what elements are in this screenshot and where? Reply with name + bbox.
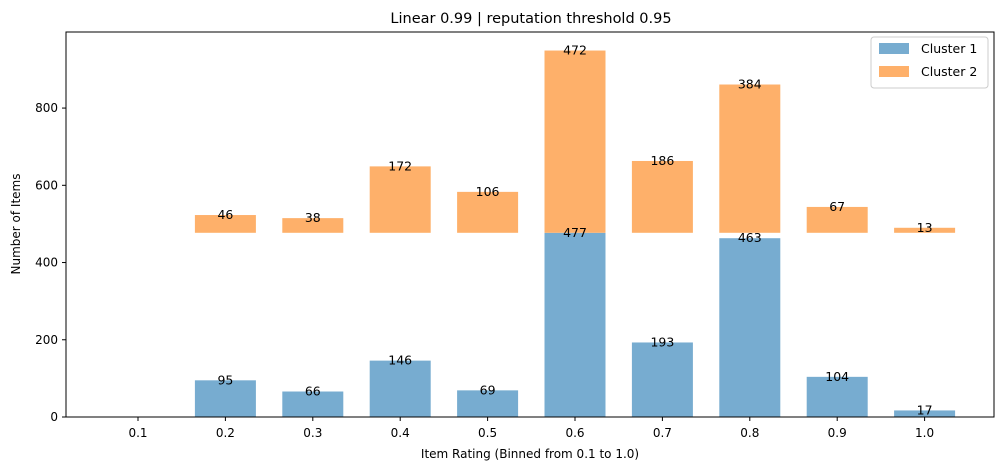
bar-cluster-2-0.3 (282, 218, 344, 233)
x-tick-label: 0.5 (478, 426, 497, 440)
bar-cluster-1-0.4 (369, 360, 431, 417)
cluster-2-bars (194, 50, 956, 233)
x-tick-label: 1.0 (915, 426, 934, 440)
x-tick-label: 0.9 (828, 426, 847, 440)
bar-cluster-2-0.2 (194, 215, 256, 233)
y-axis-title: Number of Items (9, 174, 23, 275)
y-tick-label: 600 (35, 178, 58, 192)
x-tick-label: 0.4 (391, 426, 410, 440)
legend-swatch-cluster-1 (879, 43, 909, 54)
bar-label-cluster-1-0.2: 95 (217, 372, 233, 387)
bar-label-cluster-2-0.4: 172 (388, 158, 412, 173)
bar-cluster-2-0.9 (806, 206, 868, 233)
legend-label-cluster-2: Cluster 2 (921, 64, 977, 79)
x-axis: 0.1 0.2 0.3 0.4 0.5 0.6 0.7 0.8 0.9 1.0 (128, 417, 934, 440)
bar-label-cluster-2-0.9: 67 (829, 199, 845, 214)
bar-label-cluster-1-0.7: 193 (650, 334, 674, 349)
bar-label-cluster-1-1.0: 17 (917, 402, 933, 417)
bar-cluster-1-0.9 (806, 376, 868, 417)
bar-label-cluster-1-0.5: 69 (480, 382, 496, 397)
cluster-1-bars (194, 232, 956, 417)
bar-cluster-1-0.2 (194, 380, 256, 417)
bar-label-cluster-2-0.8: 384 (738, 77, 762, 92)
x-tick-label: 0.8 (740, 426, 759, 440)
bar-cluster-2-0.4 (369, 166, 431, 233)
bar-label-cluster-1-0.3: 66 (305, 384, 321, 399)
y-tick-label: 400 (35, 256, 58, 270)
legend-swatch-cluster-2 (879, 66, 909, 77)
x-tick-label: 0.7 (653, 426, 672, 440)
plot-border (65, 31, 995, 418)
bar-label-cluster-2-0.3: 38 (305, 210, 321, 225)
bar-label-cluster-2-1.0: 13 (917, 220, 933, 235)
bar-cluster-1-1.0 (894, 410, 956, 417)
legend: Cluster 1 Cluster 2 (870, 36, 989, 89)
x-tick-label: 0.6 (565, 426, 584, 440)
bar-cluster-1-0.8 (719, 238, 781, 417)
bar-cluster-1-0.3 (282, 391, 344, 417)
bar-label-cluster-1-0.4: 146 (388, 353, 412, 368)
y-tick-label: 800 (35, 101, 58, 115)
bar-cluster-1-0.7 (631, 342, 693, 417)
y-tick-label: 200 (35, 333, 58, 347)
bar-label-cluster-1-0.6: 477 (563, 225, 587, 240)
x-tick-label: 0.2 (216, 426, 235, 440)
bar-label-cluster-1-0.8: 463 (738, 230, 762, 245)
bar-cluster-2-0.7 (631, 160, 693, 233)
plot-area: 95 46 66 38 146 172 69 106 477 472 193 186 463 384 104… (65, 31, 995, 418)
bar-label-cluster-1-0.9: 104 (825, 369, 849, 384)
y-tick-label: 0 (50, 410, 58, 424)
bar-cluster-2-1.0 (894, 227, 956, 233)
bar-labels: 95 46 66 38 146 172 69 106 477 472 193 186 463 384 104… (217, 43, 932, 418)
legend-label-cluster-1: Cluster 1 (921, 41, 977, 56)
x-tick-label: 0.1 (128, 426, 147, 440)
bar-cluster-2-0.6 (544, 50, 606, 233)
bar-label-cluster-2-0.7: 186 (650, 153, 674, 168)
y-axis: 0 200 400 600 800 (35, 101, 66, 424)
bar-cluster-2-0.8 (719, 84, 781, 233)
bar-cluster-1-0.5 (457, 390, 519, 417)
bar-cluster-2-0.5 (457, 191, 519, 233)
bar-label-cluster-2-0.6: 472 (563, 43, 587, 58)
bar-label-cluster-2-0.5: 106 (476, 184, 500, 199)
x-axis-title: Item Rating (Binned from 0.1 to 1.0) (421, 447, 639, 461)
bar-label-cluster-2-0.2: 46 (217, 207, 233, 222)
bar-cluster-1-0.6 (544, 232, 606, 417)
x-tick-label: 0.3 (303, 426, 322, 440)
chart-title: Linear 0.99 | reputation threshold 0.95 (390, 11, 671, 27)
